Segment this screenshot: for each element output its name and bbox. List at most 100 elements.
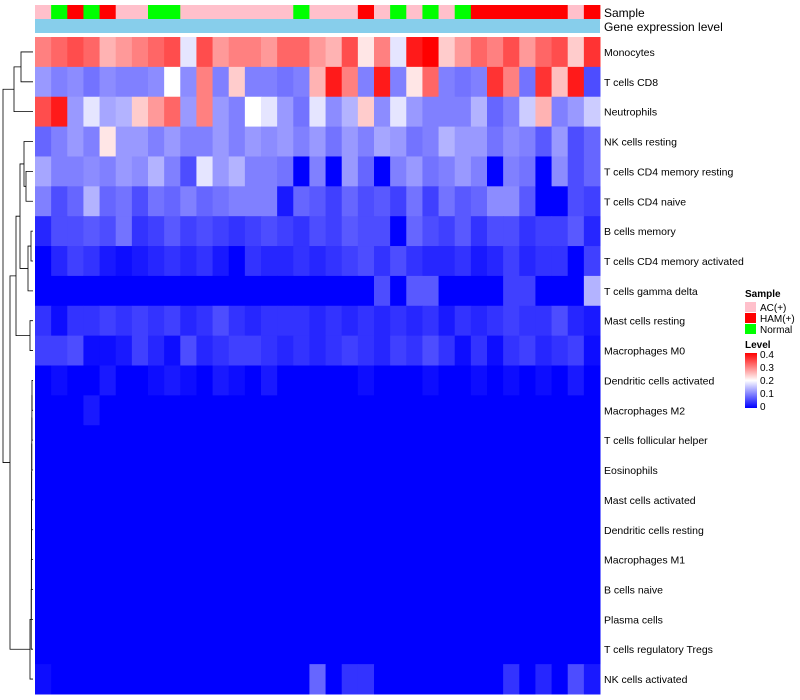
expression-annotation-cell	[35, 19, 600, 33]
heatmap-cell	[519, 216, 536, 247]
heatmap-cell	[148, 574, 165, 605]
heatmap-cell	[99, 514, 117, 546]
sample-annotation-cell	[551, 5, 569, 19]
heatmap-cell	[551, 186, 569, 217]
heatmap-cell	[535, 126, 553, 157]
heatmap-cell	[131, 335, 149, 366]
heatmap-cell	[309, 634, 327, 665]
sample-annotation-cell	[390, 5, 407, 19]
heatmap-cell	[357, 544, 375, 576]
heatmap-cell	[341, 544, 359, 576]
heatmap-cell	[309, 246, 327, 277]
heatmap-cell	[164, 634, 181, 665]
heatmap-cell	[422, 305, 440, 337]
heatmap-cell	[357, 37, 375, 68]
heatmap-cell	[35, 514, 52, 546]
heatmap-cell	[277, 156, 294, 187]
heatmap-cell	[325, 604, 343, 635]
heatmap-cell	[99, 275, 117, 307]
heatmap-cell	[341, 96, 359, 128]
heatmap-cell	[454, 305, 472, 337]
heatmap-cell	[583, 275, 601, 307]
heatmap-cell	[115, 604, 133, 635]
heatmap-cell	[422, 126, 440, 157]
heatmap-cell	[487, 395, 504, 426]
row-label: Macrophages M1	[604, 555, 685, 567]
heatmap-cell	[438, 186, 456, 217]
heatmap-cell	[99, 37, 117, 68]
heatmap-cell	[180, 216, 197, 247]
heatmap-cell	[567, 395, 585, 426]
heatmap-cell	[277, 275, 294, 307]
heatmap-cell	[51, 365, 68, 396]
heatmap-cell	[83, 664, 101, 695]
heatmap-cell	[390, 634, 407, 665]
row-label: T cells gamma delta	[604, 286, 698, 298]
legend-level-tick: 0.4	[760, 350, 774, 361]
heatmap-cell	[115, 514, 133, 546]
heatmap-cell	[99, 455, 117, 486]
heatmap-cell	[35, 604, 52, 635]
heatmap-cell	[83, 484, 101, 516]
heatmap-cell	[503, 544, 520, 576]
heatmap-cell	[212, 455, 230, 486]
heatmap-cell	[180, 126, 197, 157]
heatmap-cell	[131, 37, 149, 68]
heatmap-cell	[180, 275, 197, 307]
heatmap-cell	[212, 634, 230, 665]
heatmap-cell	[228, 604, 246, 635]
heatmap-cell	[535, 395, 553, 426]
heatmap-cell	[51, 425, 68, 456]
heatmap-cell	[293, 126, 310, 157]
heatmap-cell	[131, 514, 149, 546]
heatmap-cell	[583, 335, 601, 366]
heatmap-cell	[438, 96, 456, 128]
heatmap-cell	[390, 66, 407, 98]
heatmap-cell	[99, 395, 117, 426]
heatmap-cell	[83, 365, 101, 396]
heatmap-cell	[406, 335, 423, 366]
heatmap-cell	[261, 664, 278, 695]
heatmap-cell	[422, 246, 440, 277]
heatmap-cell	[470, 126, 488, 157]
heatmap-cell	[51, 574, 68, 605]
heatmap-cell	[293, 425, 310, 456]
heatmap-cell	[551, 246, 569, 277]
heatmap-cell	[422, 365, 440, 396]
heatmap-cell	[293, 455, 310, 486]
heatmap-cell	[487, 425, 504, 456]
heatmap-cell	[67, 634, 84, 665]
heatmap-cell	[196, 395, 214, 426]
heatmap-cell	[519, 186, 536, 217]
heatmap-cell	[390, 156, 407, 187]
heatmap-cell	[454, 395, 472, 426]
dendrogram-branch	[27, 245, 33, 292]
heatmap-cell	[164, 455, 181, 486]
heatmap-cell	[519, 484, 536, 516]
sample-annotation-cell	[35, 5, 52, 19]
heatmap-cell	[390, 216, 407, 247]
heatmap-cell	[83, 37, 101, 68]
row-label: Monocytes	[604, 47, 655, 59]
heatmap-cell	[390, 305, 407, 337]
heatmap-cell	[406, 664, 423, 695]
heatmap-cell	[212, 484, 230, 516]
heatmap-cell	[567, 634, 585, 665]
heatmap-cell	[406, 96, 423, 128]
heatmap-cell	[35, 425, 52, 456]
heatmap-cell	[390, 335, 407, 366]
heatmap-cell	[438, 604, 456, 635]
heatmap-cell	[244, 455, 262, 486]
heatmap-cell	[583, 66, 601, 98]
heatmap-cell	[325, 246, 343, 277]
heatmap-cell	[374, 634, 391, 665]
heatmap-cell	[390, 514, 407, 546]
heatmap-cell	[244, 604, 262, 635]
heatmap-cell	[567, 514, 585, 546]
heatmap-cell	[277, 395, 294, 426]
heatmap-cell	[487, 664, 504, 695]
sample-annotation-cell	[341, 5, 359, 19]
heatmap-cell	[503, 455, 520, 486]
legend-level-tick: 0.1	[760, 389, 774, 400]
heatmap-cell	[261, 365, 278, 396]
